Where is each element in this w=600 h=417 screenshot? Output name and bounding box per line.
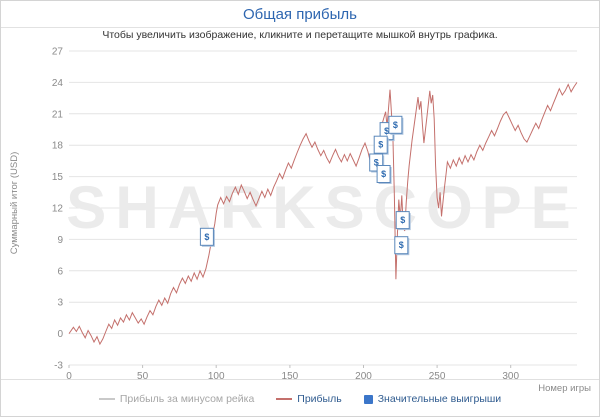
dollar-icon: $: [374, 158, 379, 168]
chart-zoom-hint: Чтобы увеличить изображение, кликните и …: [102, 29, 498, 41]
y-tick-label: 15: [52, 172, 64, 183]
x-tick-label: 100: [208, 371, 225, 379]
red-line-swatch: [276, 398, 293, 400]
gray-line-swatch: [98, 398, 115, 400]
win-badge[interactable]: $: [373, 135, 389, 155]
dollar-icon: $: [378, 140, 383, 150]
legend: Прибыль за минусом рейка Прибыль Значите…: [1, 379, 599, 416]
y-tick-label: -3: [54, 361, 63, 372]
x-axis-title: Номер игры: [538, 383, 591, 394]
chart-region: Суммарный итог (USD) -3 0 3 6 9 12 15 18 21 24 27 0…: [1, 43, 600, 382]
y-tick-label: 0: [57, 329, 63, 340]
win-badge[interactable]: $: [388, 115, 404, 135]
x-tick-label: 300: [502, 371, 519, 379]
y-tick-label: 27: [52, 47, 64, 58]
win-badge[interactable]: $: [394, 236, 410, 256]
y-tick-label: 12: [52, 204, 64, 215]
page-title: Общая прибыль: [1, 1, 599, 28]
legend-item-profit-minus-rake[interactable]: Прибыль за минусом рейка: [98, 393, 255, 405]
dollar-icon: $: [399, 240, 404, 250]
x-tick-label: 0: [66, 371, 72, 379]
profit-line: [68, 82, 578, 346]
y-tick-label: 9: [57, 235, 63, 246]
sharkscope-watermark: SHARKSCOPE: [66, 174, 579, 241]
dollar-icon: $: [381, 169, 386, 179]
legend-label: Прибыль: [297, 393, 342, 405]
y-tick-label: 18: [52, 141, 64, 152]
dollar-icon: $: [400, 215, 405, 225]
legend-label: Значительные выигрыши: [377, 393, 502, 405]
dollar-icon: $: [204, 232, 209, 242]
blue-square-swatch: [363, 394, 373, 404]
dollar-icon: $: [393, 120, 398, 130]
legend-label: Прибыль за минусом рейка: [119, 393, 255, 405]
dollar-icon: $: [384, 126, 389, 136]
y-tick-label: 6: [57, 266, 63, 277]
win-badge[interactable]: $: [395, 211, 411, 231]
legend-item-significant-wins[interactable]: Значительные выигрыши: [363, 393, 502, 405]
y-tick-label: 3: [57, 298, 63, 309]
x-tick-label: 50: [137, 371, 149, 379]
y-axis-title: Суммарный итог (USD): [9, 151, 20, 255]
x-tick-label: 250: [429, 371, 446, 379]
y-tick-label: 24: [52, 78, 64, 89]
legend-item-profit[interactable]: Прибыль: [276, 393, 342, 405]
win-badge[interactable]: $: [376, 165, 392, 185]
x-tick-label: 200: [355, 371, 372, 379]
x-tick-label: 150: [282, 371, 299, 379]
y-tick-label: 21: [52, 109, 64, 120]
win-badge[interactable]: $: [199, 227, 215, 247]
